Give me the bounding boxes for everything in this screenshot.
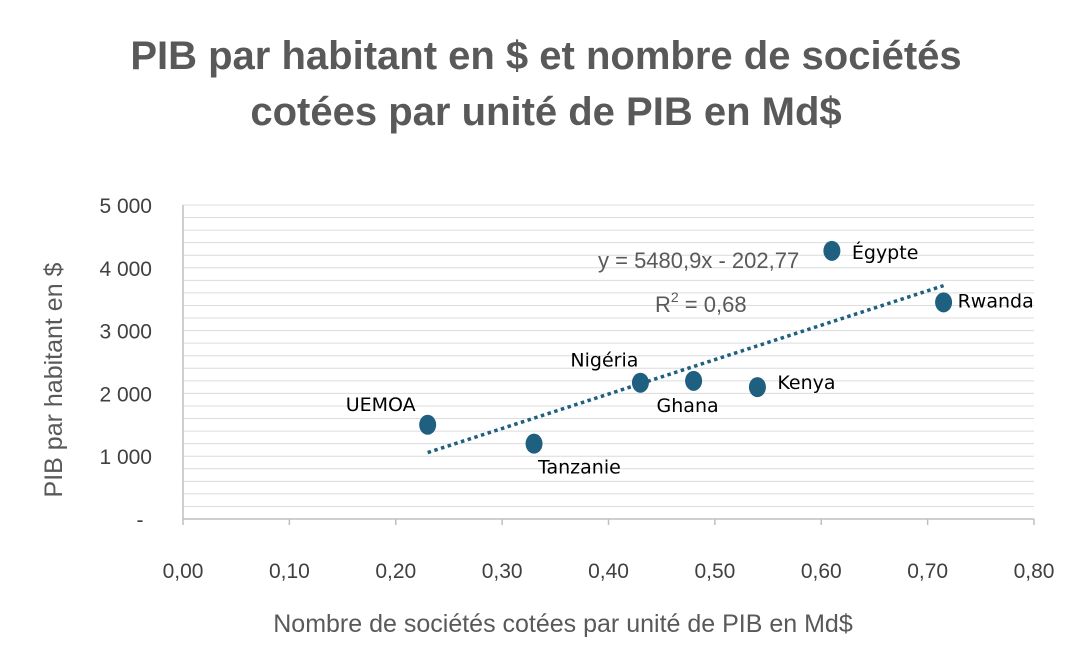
y-tick-label: 2 000 bbox=[99, 383, 152, 406]
data-point-label: Tanzanie bbox=[537, 457, 621, 479]
data-point bbox=[748, 377, 766, 398]
r-squared-r: R bbox=[655, 292, 671, 317]
chart-title-line-1: PIB par habitant en $ et nombre de socié… bbox=[130, 34, 962, 78]
data-point bbox=[935, 292, 953, 313]
data-point bbox=[525, 433, 543, 454]
y-tick-label: 1 000 bbox=[99, 446, 152, 469]
data-point-label: Égypte bbox=[852, 241, 919, 264]
x-tick-label: 0,70 bbox=[907, 560, 948, 583]
x-tick-labels: 0,00 0,10 0,20 0,30 0,40 0,50 0,60 0,70 0,80 bbox=[163, 519, 1055, 583]
x-tick-label: 0,30 bbox=[482, 560, 523, 583]
y-tick-label: - bbox=[137, 509, 144, 532]
data-point bbox=[419, 414, 437, 435]
data-points bbox=[419, 240, 953, 454]
y-tick-label: 4 000 bbox=[99, 258, 152, 281]
trendline-equation: y = 5480,9x - 202,77 bbox=[598, 248, 799, 273]
x-tick-label: 0,50 bbox=[694, 560, 735, 583]
x-axis-label: Nombre de sociétés cotées par unité de P… bbox=[273, 610, 853, 638]
chart-title: PIB par habitant en $ et nombre de socié… bbox=[0, 28, 1092, 140]
data-point bbox=[823, 240, 841, 261]
chart-title-line-2: cotées par unité de PIB en Md$ bbox=[250, 90, 842, 134]
data-point-label: Kenya bbox=[777, 372, 835, 394]
gridlines bbox=[183, 204, 1034, 507]
y-tick-labels: - 1 000 2 000 3 000 4 000 5 000 bbox=[99, 195, 152, 532]
y-tick-label: 5 000 bbox=[99, 195, 152, 218]
x-tick-label: 0,40 bbox=[588, 560, 629, 583]
x-tick-label: 0,00 bbox=[163, 560, 204, 583]
data-point bbox=[631, 372, 649, 393]
x-tick-label: 0,20 bbox=[375, 560, 416, 583]
data-point-label: Ghana bbox=[657, 395, 719, 417]
x-tick-label: 0,60 bbox=[801, 560, 842, 583]
data-point-label: UEMOA bbox=[346, 394, 416, 416]
r-squared-value: = 0,68 bbox=[679, 292, 747, 317]
y-tick-label: 3 000 bbox=[99, 321, 152, 344]
r-squared-exponent: 2 bbox=[671, 289, 679, 305]
point-labels: UEMOA Tanzanie Nigéria Ghana Kenya Égypte Rwan… bbox=[346, 241, 1034, 479]
x-tick-label: 0,10 bbox=[269, 560, 310, 583]
data-point-label: Nigéria bbox=[570, 350, 638, 372]
x-tick-label: 0,80 bbox=[1014, 560, 1055, 583]
y-axis-label: PIB par habitant en $ bbox=[40, 262, 68, 497]
data-point-label: Rwanda bbox=[958, 290, 1034, 312]
data-point bbox=[685, 370, 703, 391]
r-squared-label: R2 = 0,68 bbox=[655, 289, 747, 317]
